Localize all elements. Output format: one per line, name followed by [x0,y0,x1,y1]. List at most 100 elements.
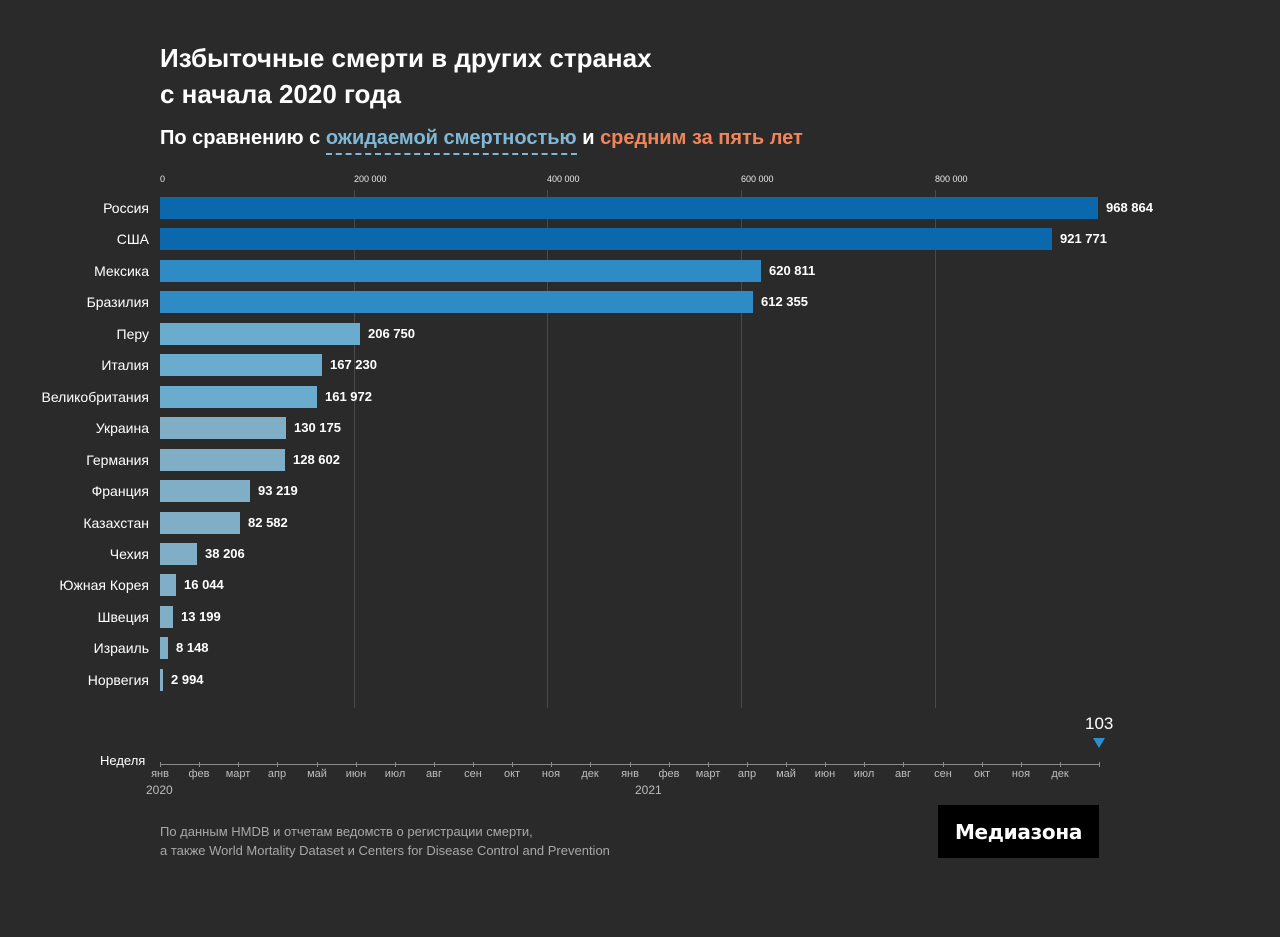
bar[interactable] [160,291,753,313]
gridline [354,190,355,708]
bar-value-label: 38 206 [205,546,245,561]
country-label: США [116,231,149,247]
country-label: Швеция [97,609,149,625]
month-label: апр [267,768,287,780]
bar[interactable] [160,637,168,659]
month-tick [199,762,200,767]
month-label: май [307,768,327,780]
month-label: июн [814,768,836,780]
x-tick-label: 0 [160,174,166,184]
month-label: ноя [541,768,561,780]
bar-value-label: 16 044 [184,577,224,592]
country-label: Казахстан [83,515,149,531]
bar-value-label: 167 230 [330,357,377,372]
week-marker-triangle-icon[interactable] [1093,738,1105,748]
month-label: янв [151,768,169,780]
gridline [935,190,936,708]
month-label: апр [737,768,757,780]
bar[interactable] [160,386,317,408]
month-label: сен [464,768,482,780]
country-label: Бразилия [86,294,149,310]
x-tick-label: 400 000 [547,174,580,184]
month-label: авг [426,768,442,780]
month-label: июл [384,768,406,780]
bar[interactable] [160,228,1052,250]
bar[interactable] [160,449,285,471]
month-tick [238,762,239,767]
bar[interactable] [160,606,173,628]
month-label: ноя [1011,768,1031,780]
chart-title-line1: Избыточные смерти в других странах [160,43,652,73]
month-tick [1099,762,1100,767]
month-label: дек [581,768,599,780]
month-tick [669,762,670,767]
subtitle-five-year-average[interactable]: средним за пять лет [600,127,803,149]
bar-value-label: 130 175 [294,420,341,435]
month-label: окт [973,768,991,780]
month-label: авг [895,768,911,780]
country-label: Германия [86,452,149,468]
x-tick-label: 600 000 [741,174,774,184]
gridline [741,190,742,708]
x-tick-label: 200 000 [354,174,387,184]
bar-value-label: 206 750 [368,326,415,341]
bar-value-label: 612 355 [761,294,808,309]
bar-value-label: 8 148 [176,640,209,655]
country-label: Мексика [94,263,149,279]
month-label: март [695,768,721,780]
month-label: дек [1051,768,1069,780]
subtitle-prefix: По сравнению с [160,127,326,149]
bar-value-label: 128 602 [293,452,340,467]
month-tick [708,762,709,767]
bar-value-label: 93 219 [258,483,298,498]
bar[interactable] [160,197,1098,219]
source-line2: а также World Mortality Dataset и Center… [160,843,610,858]
bar[interactable] [160,260,761,282]
bar[interactable] [160,417,286,439]
bar[interactable] [160,512,240,534]
bar[interactable] [160,323,360,345]
country-label: Южная Корея [59,577,149,593]
week-marker-number[interactable]: 103 [1085,714,1114,733]
month-tick [943,762,944,767]
country-label: Россия [103,200,149,216]
month-tick [1021,762,1022,767]
bar-value-label: 2 994 [171,672,204,687]
country-label: Чехия [109,546,149,562]
bar-value-label: 620 811 [769,263,816,278]
bar[interactable] [160,354,322,376]
month-tick [747,762,748,767]
month-label: сен [934,768,952,780]
month-tick [903,762,904,767]
year-label: 2020 [146,783,173,797]
logo-text: Медиазона [954,819,1083,844]
country-label: Франция [91,483,149,499]
month-label: июн [345,768,367,780]
month-tick [630,762,631,767]
subtitle-expected-mortality[interactable]: ожидаемой смертностью [325,127,577,155]
bar[interactable] [160,669,163,691]
bar[interactable] [160,480,250,502]
subtitle-middle: и [576,127,601,149]
bar-value-label: 161 972 [325,389,372,404]
country-label: Великобритания [41,389,149,405]
bar[interactable] [160,543,197,565]
chart-title-line2: с начала 2020 года [160,79,402,109]
month-tick [1060,762,1061,767]
source-note: По данным HMDB и отчетам ведомств о реги… [160,822,610,860]
week-axis-label: Неделя [100,753,146,768]
month-label: янв [621,768,639,780]
bar-value-label: 82 582 [248,515,288,530]
bar[interactable] [160,574,176,596]
x-tick-label: 800 000 [935,174,968,184]
country-label: Италия [101,357,149,373]
chart-subtitle: По сравнению с ожидаемой смертностью и с… [160,127,803,155]
month-label: фев [188,768,210,780]
month-tick [317,762,318,767]
mediazona-logo[interactable]: Медиазона [938,805,1099,858]
month-tick [395,762,396,767]
month-tick [277,762,278,767]
country-label: Украина [95,420,149,436]
month-label: июл [853,768,875,780]
bar-value-label: 13 199 [181,609,221,624]
